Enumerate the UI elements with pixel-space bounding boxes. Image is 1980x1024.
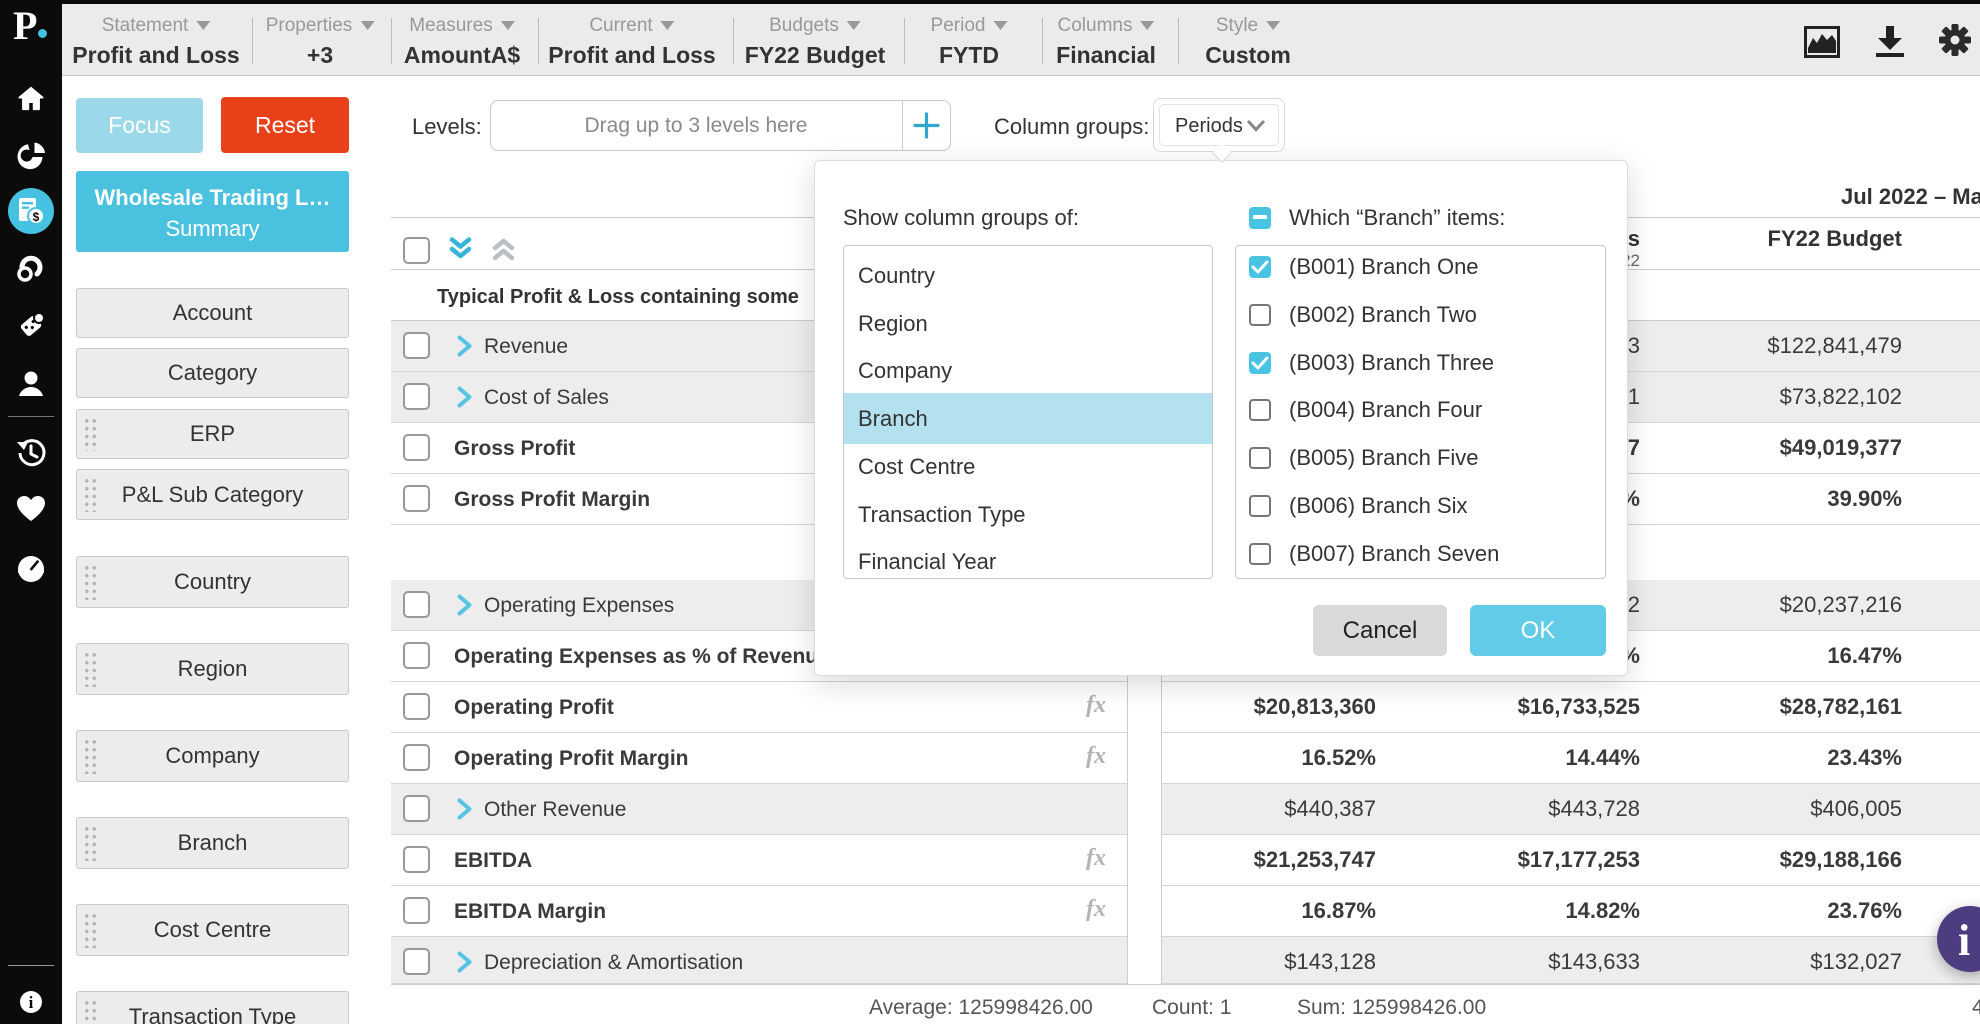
svg-text:$: $: [33, 210, 40, 224]
